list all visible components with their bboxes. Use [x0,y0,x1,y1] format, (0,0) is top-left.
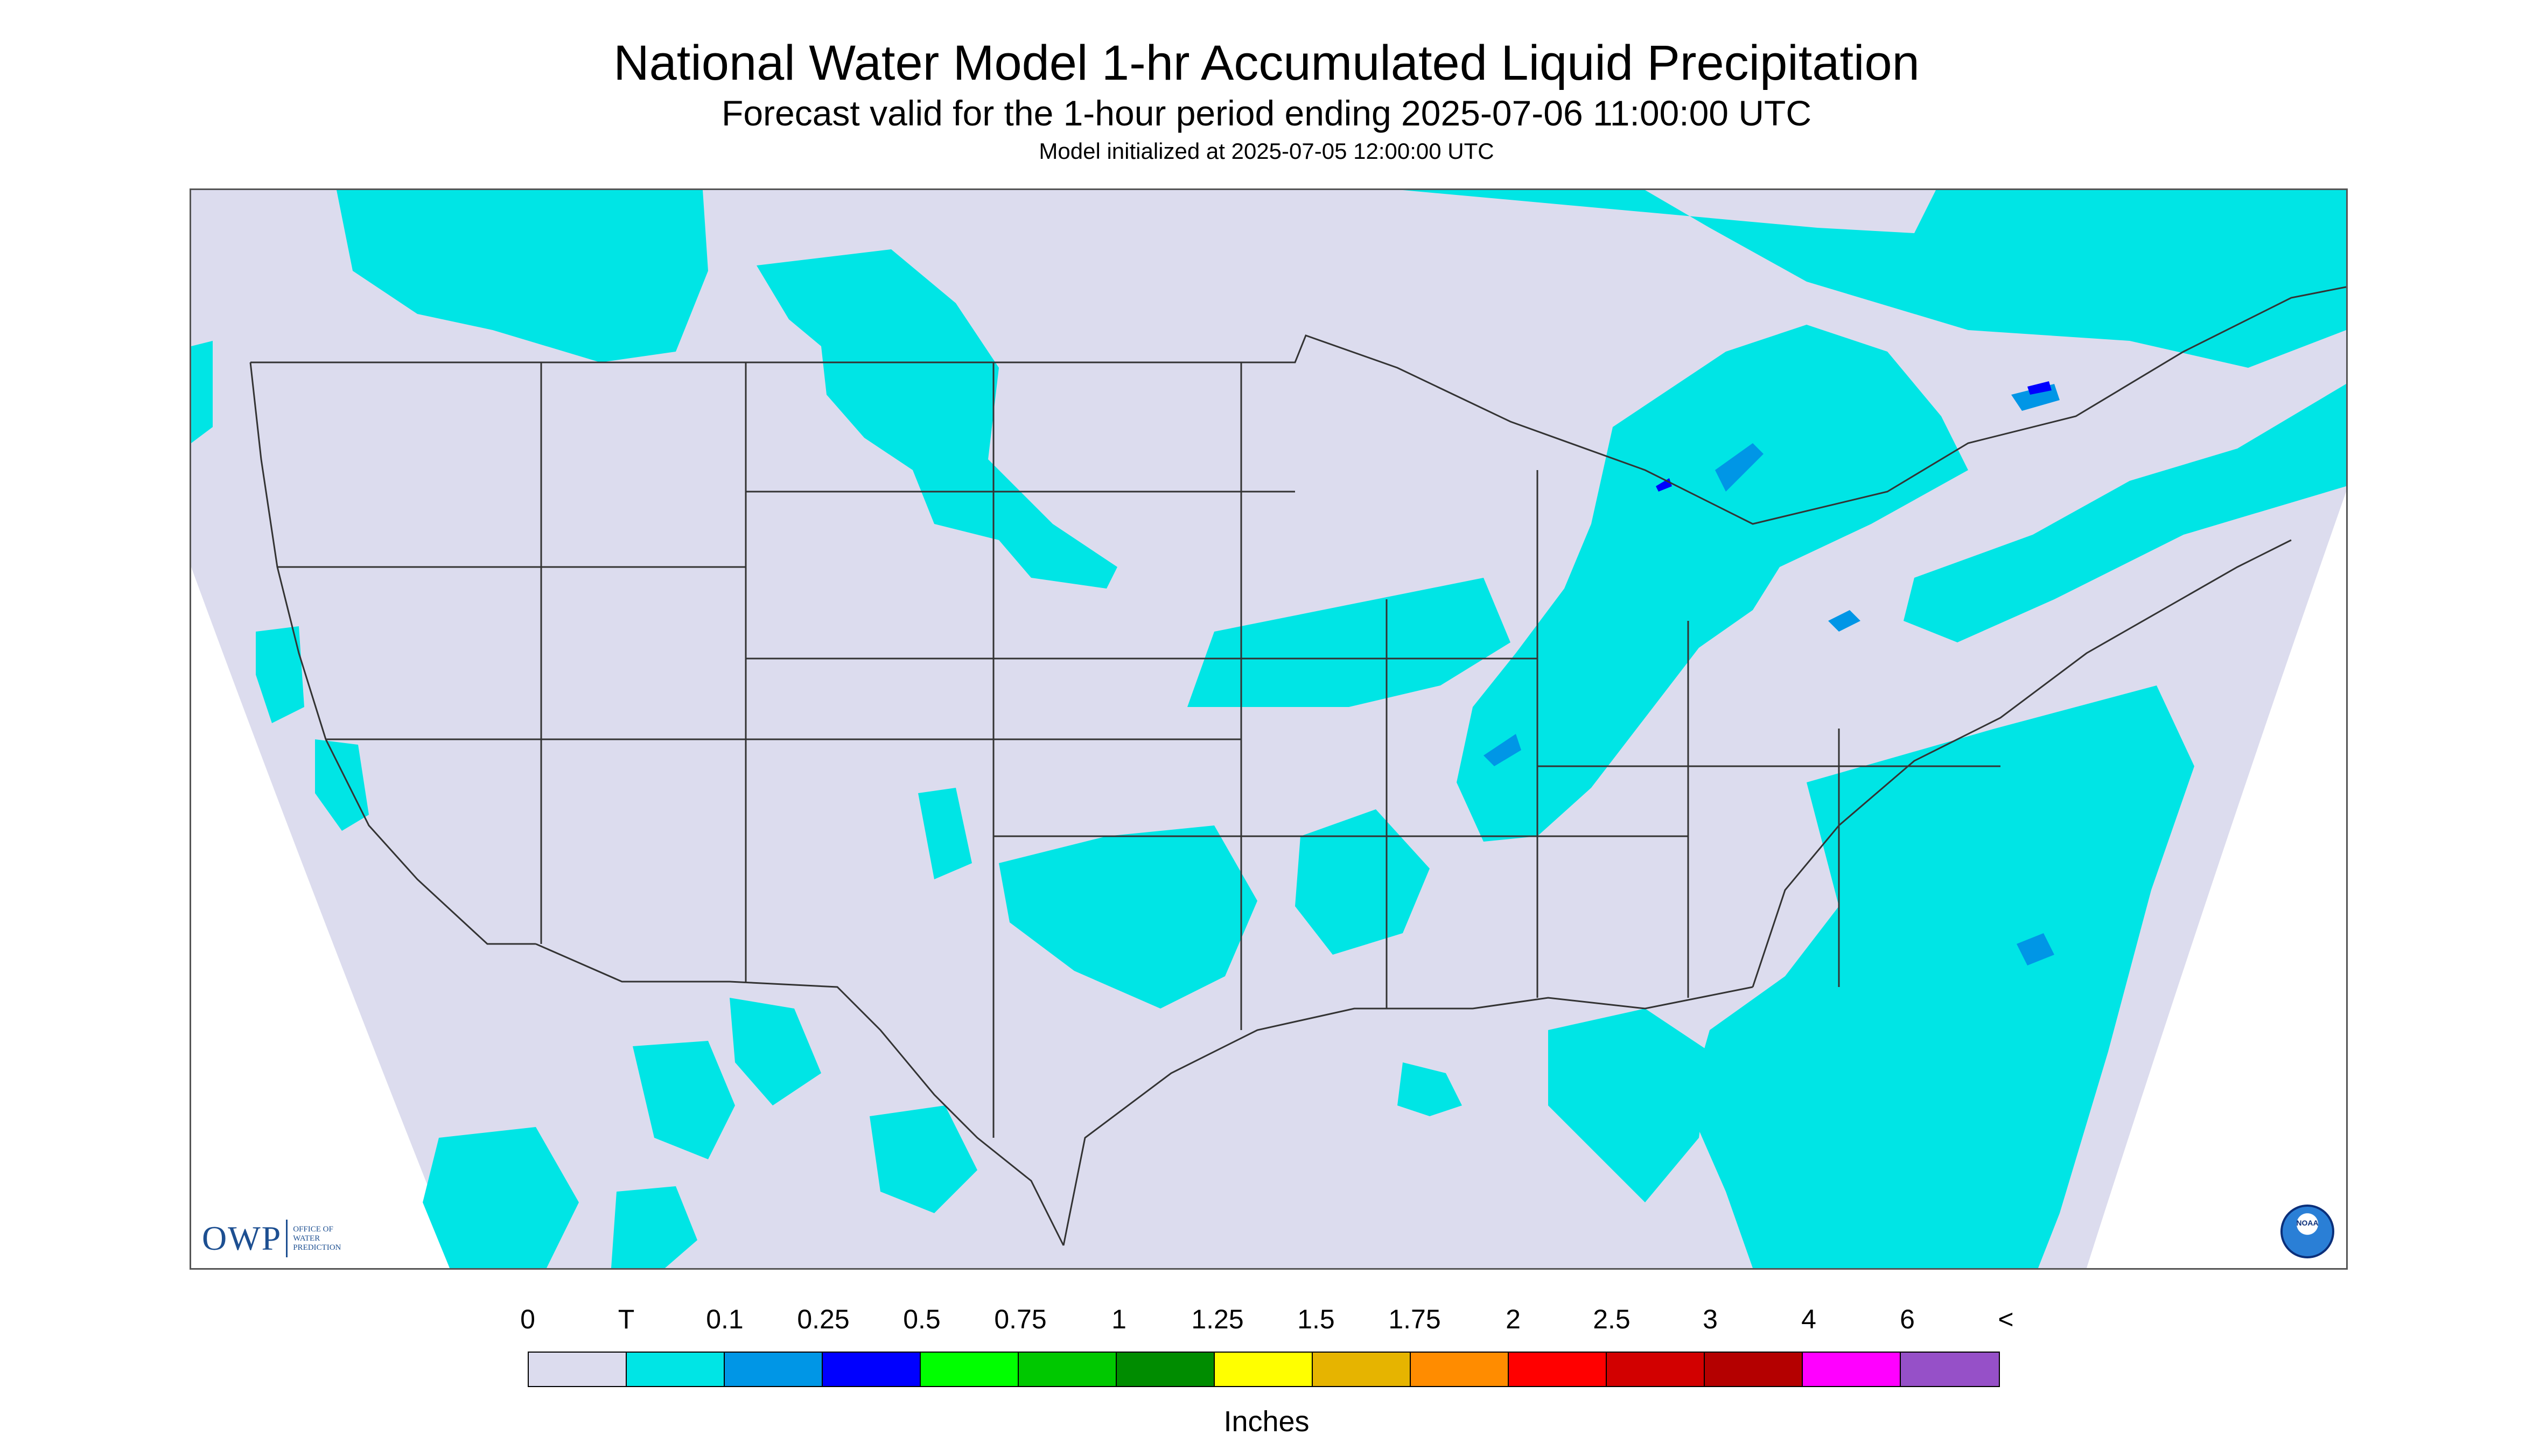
noaa-logo-text: NOAA [2296,1219,2319,1227]
model-init-time: Model initialized at 2025-07-05 12:00:00… [1039,138,1494,164]
legend-swatch [1117,1353,1215,1386]
legend-label: 6 [1900,1304,1915,1334]
legend-label: 2 [1506,1304,1521,1334]
us-mexico-border [535,943,1065,1246]
legend-label: T [618,1304,635,1334]
map-title: National Water Model 1-hr Accumulated Li… [613,36,1920,90]
legend-swatch [1509,1353,1607,1386]
precipitation-map[interactable]: OWP Office of Water Prediction NOAA [190,188,2348,1270]
legend-label: 0 [520,1304,535,1334]
noaa-logo: NOAA [2280,1205,2334,1258]
owp-logo-subtitle: Office of Water Prediction [293,1225,341,1252]
legend-units: Inches [1223,1405,1310,1438]
legend-label: < [1998,1304,2014,1334]
legend-swatch [1803,1353,1901,1386]
legend-label: 3 [1703,1304,1718,1334]
legend-label: 0.5 [903,1304,941,1334]
legend-swatch [823,1353,921,1386]
legend-label: 1 [1111,1304,1126,1334]
us-canada-border [250,286,2346,525]
legend-label: 1.25 [1191,1304,1244,1334]
legend-swatch [921,1353,1019,1386]
legend-label: 4 [1801,1304,1816,1334]
owp-logo-divider [286,1220,288,1257]
legend-label: 2.5 [1593,1304,1631,1334]
legend-labels: 0 T 0.1 0.25 0.5 0.75 1 1.25 1.5 1.75 2 … [520,1303,2014,1335]
legend-swatch [529,1353,627,1386]
owp-logo-line: Office of [293,1224,333,1234]
legend-swatch [1411,1353,1509,1386]
legend-label: 0.25 [797,1304,850,1334]
legend-label: 1.5 [1297,1304,1335,1334]
legend-swatch [1901,1353,1999,1386]
legend-swatch [1019,1353,1117,1386]
legend-label: 0.75 [994,1304,1047,1334]
legend-swatch [627,1353,725,1386]
legend-swatch [1705,1353,1803,1386]
gulf-coastline [1062,986,1753,1246]
legend-swatch [1313,1353,1411,1386]
owp-logo-line: Water [293,1234,320,1243]
precip-trace-areas [191,190,2346,1268]
legend-label: 1.75 [1388,1304,1441,1334]
owp-logo: OWP Office of Water Prediction [202,1219,341,1258]
forecast-valid-time: Forecast valid for the 1-hour period end… [722,93,1811,133]
owp-logo-word: OWP [202,1219,282,1257]
owp-logo-line: Prediction [293,1243,341,1252]
atlantic-coastline [1752,539,2292,988]
legend-color-bar [528,1352,2000,1387]
legend-swatch [725,1353,823,1386]
boundaries [249,286,2346,1246]
legend-swatch [1607,1353,1705,1386]
legend-label: 0.1 [706,1304,744,1334]
legend-swatch [1215,1353,1313,1386]
map-canvas [191,190,2346,1268]
